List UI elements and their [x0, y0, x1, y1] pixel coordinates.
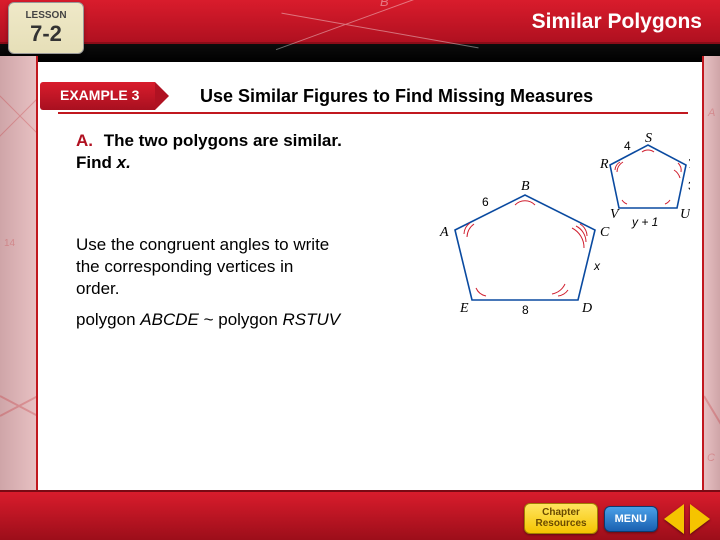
next-arrow-icon[interactable] [690, 504, 710, 534]
pentagon-large [455, 195, 595, 300]
svg-text:B: B [521, 179, 530, 194]
svg-text:U: U [680, 207, 690, 222]
svg-text:C: C [707, 452, 715, 464]
prompt-text: The two polygons are similar. [104, 131, 342, 150]
example-tab: EXAMPLE 3 [40, 82, 155, 110]
figure: R S T U V 4 3 y + 1 A B C D E 6 x 8 [410, 130, 690, 350]
find-var: x [117, 153, 126, 172]
svg-text:E: E [459, 301, 469, 316]
svg-text:C: C [600, 225, 610, 240]
svg-text:x: x [593, 259, 601, 273]
svg-text:y + 1: y + 1 [631, 215, 658, 229]
svg-text:V: V [610, 207, 620, 222]
svg-text:A: A [439, 225, 449, 240]
find-prefix: Find [76, 153, 117, 172]
banner-decoration: B [270, 0, 570, 60]
svg-text:3: 3 [688, 179, 690, 193]
svg-text:14: 14 [4, 238, 16, 249]
lesson-tab: LESSON 7-2 [8, 2, 84, 54]
svg-text:4: 4 [624, 139, 631, 153]
svg-text:A: A [707, 107, 715, 119]
svg-text:8: 8 [522, 303, 529, 317]
title-underline [58, 112, 688, 114]
pentagon-small [610, 145, 686, 208]
slide-title: Use Similar Figures to Find Missing Meas… [200, 86, 593, 107]
chapter-resources-button[interactable]: ChapterResources [524, 503, 597, 534]
prev-arrow-icon[interactable] [664, 504, 684, 534]
right-rail: A C [702, 56, 720, 496]
svg-text:R: R [599, 157, 609, 172]
menu-button[interactable]: MENU [604, 506, 658, 532]
svg-text:T: T [688, 157, 690, 172]
left-rail: 14 [0, 56, 38, 496]
find-suffix: . [126, 153, 131, 172]
chapter-title: Similar Polygons [532, 10, 702, 34]
nav-buttons: ChapterResources MENU [524, 503, 710, 534]
top-banner-red: B Similar Polygons [0, 0, 720, 44]
deco-label-b: B [380, 0, 389, 9]
svg-text:S: S [645, 131, 652, 146]
prompt-part: A. [76, 131, 93, 150]
lesson-label: LESSON [25, 10, 66, 21]
svg-text:6: 6 [482, 195, 489, 209]
lesson-number: 7-2 [30, 21, 62, 47]
svg-text:D: D [581, 301, 592, 316]
step-text: Use the congruent angles to write the co… [76, 234, 336, 300]
